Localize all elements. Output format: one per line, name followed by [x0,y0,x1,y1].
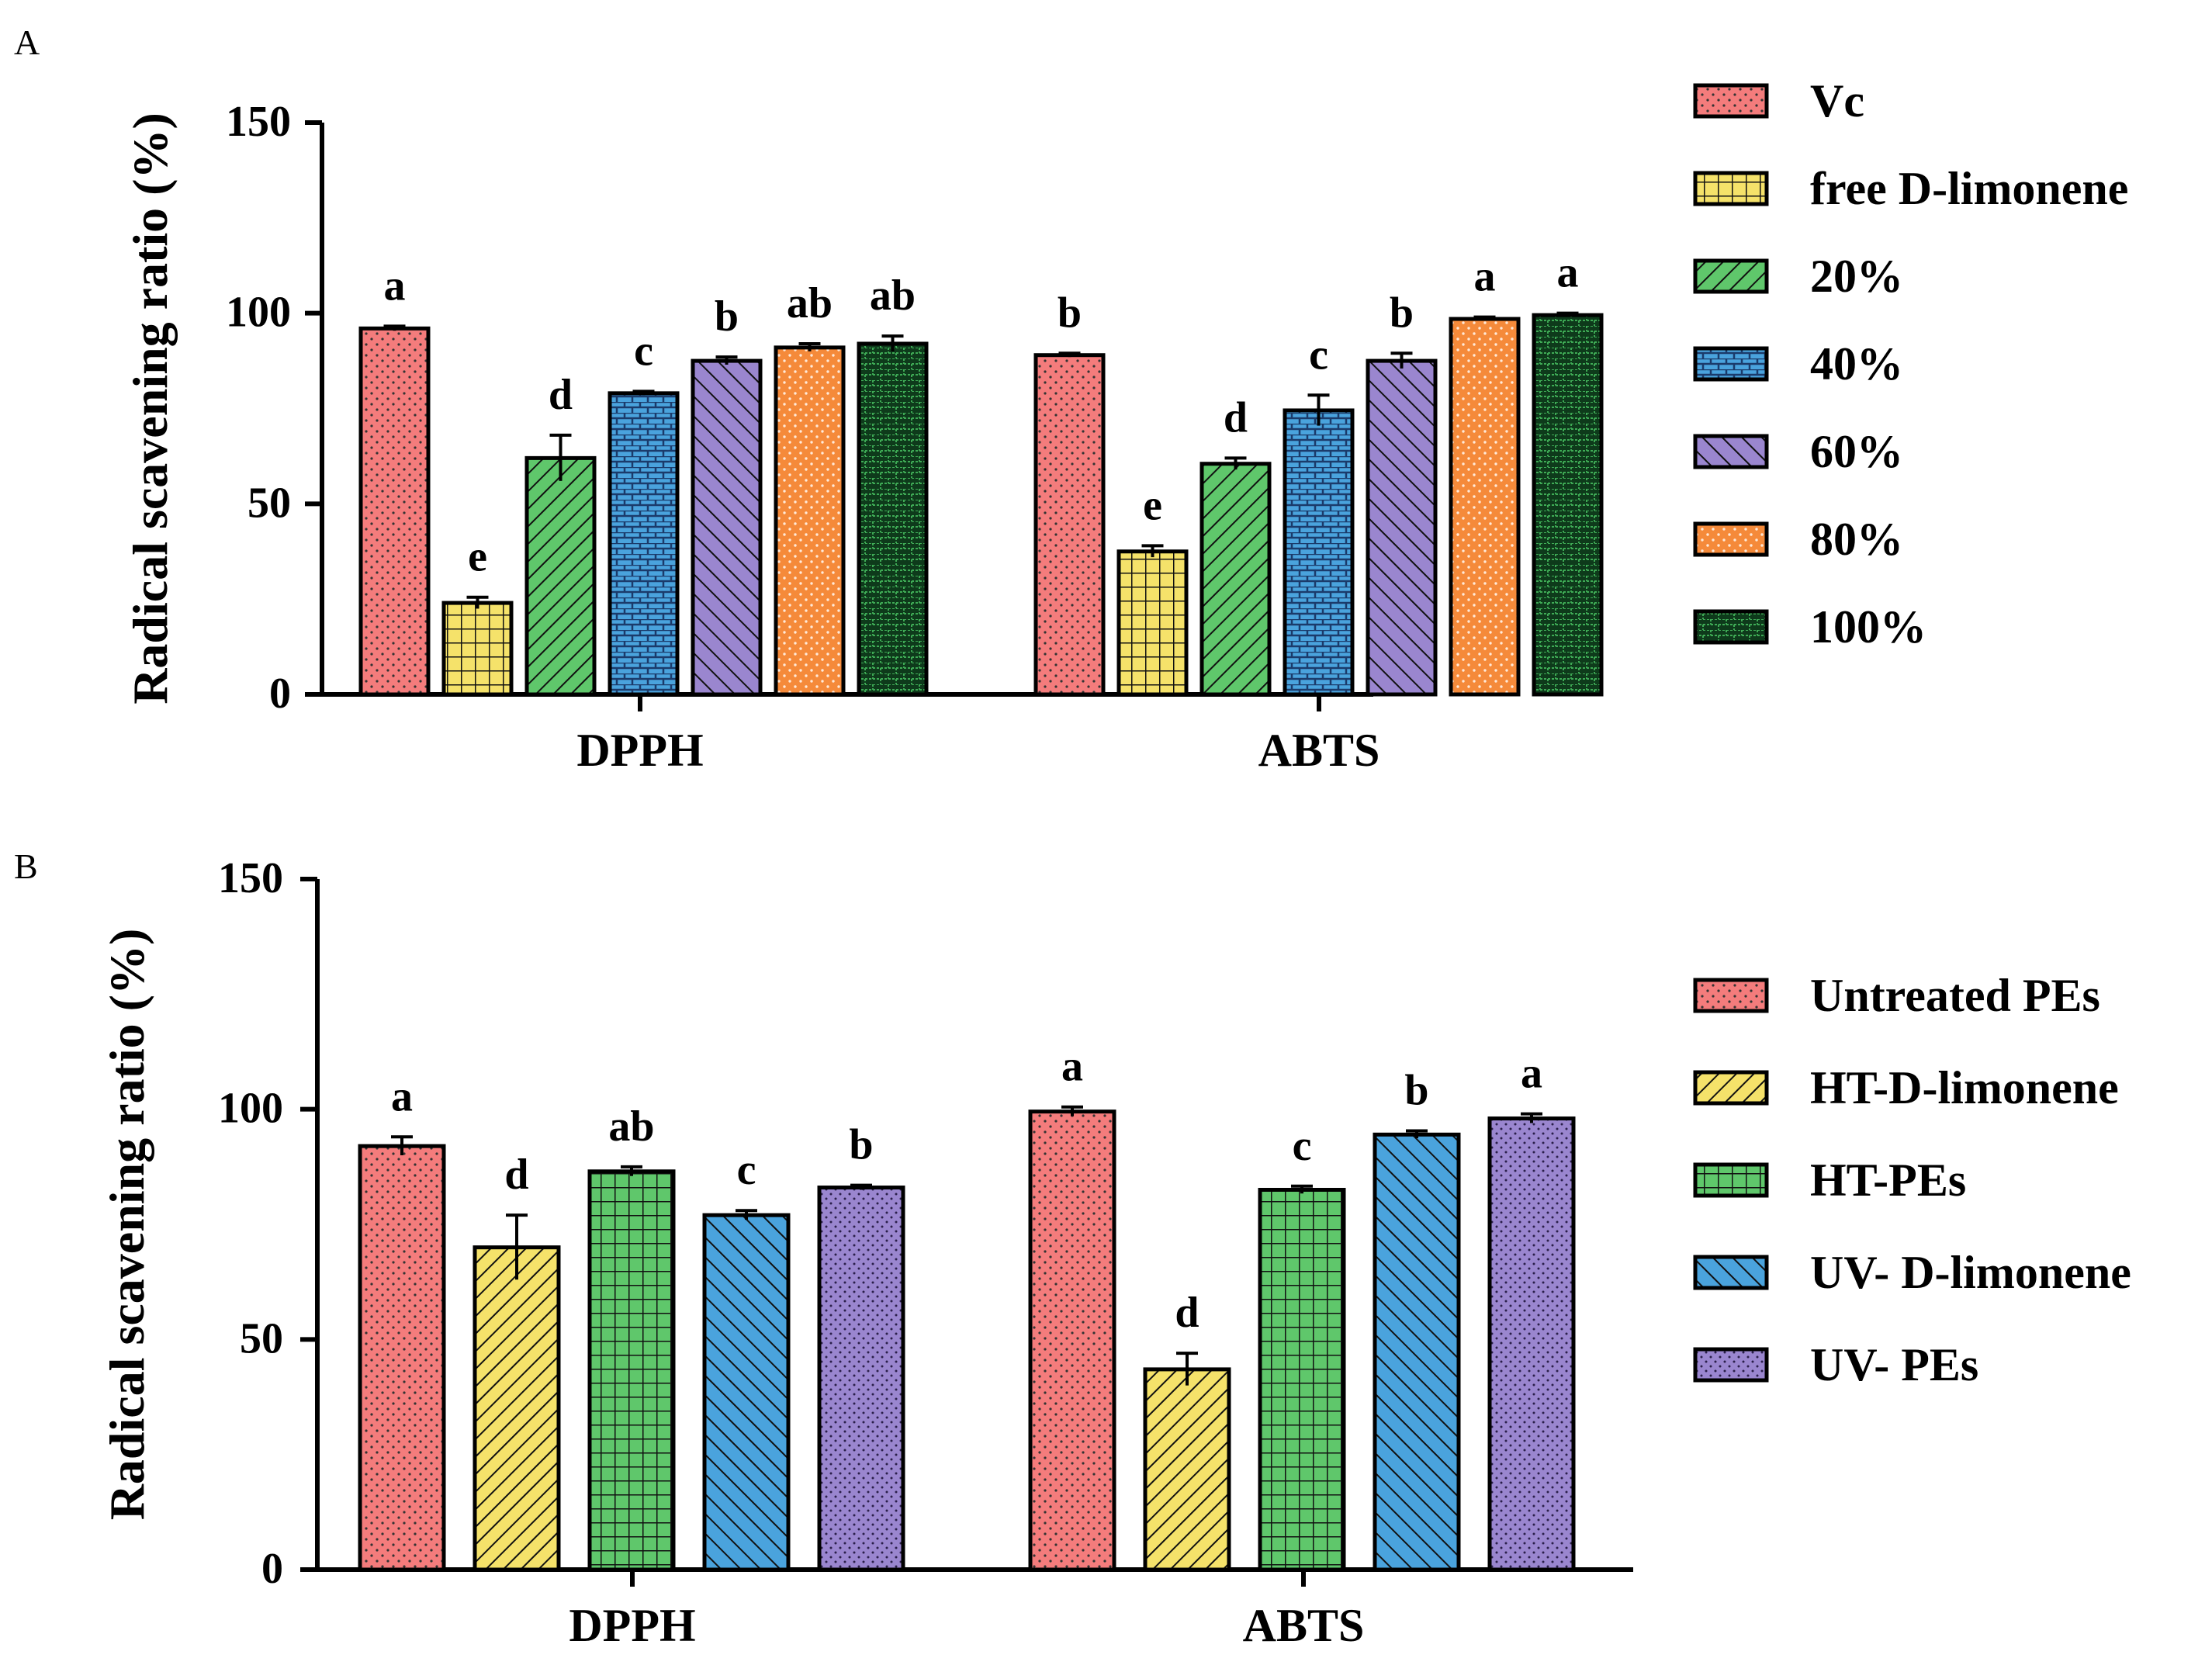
significance-letter: ab [787,279,833,327]
bar [1532,313,1604,697]
significance-letter: c [1293,1122,1312,1170]
bar [1033,353,1106,697]
bar [1373,1132,1461,1572]
panel-label: A [14,23,40,62]
bar [1116,549,1189,697]
y-tick-label: 100 [218,1085,283,1133]
significance-letter: d [1175,1289,1199,1337]
legend-swatch [1693,521,1769,557]
legend-label: 60% [1810,426,1903,477]
legend-swatch [1693,346,1769,382]
significance-letter: c [737,1146,756,1194]
x-tick-label: ABTS [1243,1600,1365,1651]
legend-swatch [1693,1255,1769,1290]
significance-letter: a [1061,1043,1083,1091]
significance-letter: ab [870,272,916,320]
y-tick-label: 0 [269,670,291,718]
significance-letter: b [715,293,739,341]
bar [702,1213,791,1572]
legend-swatch [1693,83,1769,119]
significance-letter: c [1309,331,1328,379]
y-tick-label: 50 [248,479,291,527]
panel-a: A 0 50 100 150 Radical scavening ratio (%) DPP… [14,23,2128,776]
bar [1199,462,1272,697]
significance-letter: a [1521,1050,1542,1098]
bar [1366,358,1438,697]
significance-letter: e [1143,481,1162,529]
significance-letter: a [1474,253,1496,301]
significance-letter: d [549,371,573,419]
bar [473,1245,561,1572]
y-axis-label: Radical scavening ratio (%) [123,113,178,704]
bar [1487,1116,1576,1572]
legend-swatch [1693,258,1769,294]
significance-letter: b [1390,289,1414,337]
legend-label: UV- D-limonene [1810,1247,2131,1298]
bar [441,601,514,697]
legend-label: Untreated PEs [1810,970,2100,1021]
x-tick-label: ABTS [1258,725,1380,776]
significance-letter: e [468,533,487,581]
x-tick-label: DPPH [569,1600,695,1651]
significance-letter: a [391,1072,413,1120]
legend-swatch [1693,434,1769,469]
panel-b: B 0 50 100 150 Radical scavening ratio (%) DPP… [14,846,2131,1651]
legend-label: 20% [1810,251,1903,302]
legend-label: free D-limonene [1810,163,2128,214]
bar [857,341,929,697]
legend-swatch [1693,1347,1769,1383]
significance-letter: b [1404,1067,1428,1115]
bar [1258,1188,1346,1572]
significance-letter: d [1224,393,1248,441]
legend-swatch [1693,1162,1769,1198]
bar [1283,408,1355,697]
panel-label: B [14,846,38,886]
y-tick-label: 100 [226,289,291,337]
bar [608,391,680,697]
bar [691,358,763,697]
bar [1028,1110,1116,1572]
significance-letter: b [849,1121,873,1169]
legend-label: 100% [1810,601,1926,653]
y-tick-label: 0 [261,1545,283,1593]
bar [524,455,597,697]
legend-label: 80% [1810,514,1903,565]
significance-letter: a [384,261,406,310]
bar [358,326,431,697]
y-tick-label: 150 [226,98,291,146]
significance-letter: a [1557,249,1579,297]
legend-swatch [1693,171,1769,206]
bar [358,1144,446,1572]
y-tick-label: 50 [240,1314,283,1362]
y-tick-label: 150 [218,854,283,902]
x-tick-label: DPPH [576,725,703,776]
significance-letter: b [1058,289,1082,337]
significance-letter: c [634,327,653,375]
legend-swatch [1693,1070,1769,1106]
legend-label: UV- PEs [1810,1339,1978,1390]
significance-letter: ab [608,1103,654,1151]
bar [817,1186,905,1572]
legend-swatch [1693,609,1769,645]
legend-label: HT-D-limonene [1810,1062,2119,1113]
significance-letter: d [504,1151,528,1199]
legend-label: Vc [1810,75,1864,126]
bar [1143,1367,1231,1572]
bar [587,1169,676,1572]
bar [774,345,846,697]
y-axis-label: Radical scavening ratio (%) [99,929,154,1521]
legend-label: HT-PEs [1810,1155,1966,1206]
legend-label: 40% [1810,338,1903,389]
bar [1449,317,1521,697]
legend-swatch [1693,978,1769,1013]
